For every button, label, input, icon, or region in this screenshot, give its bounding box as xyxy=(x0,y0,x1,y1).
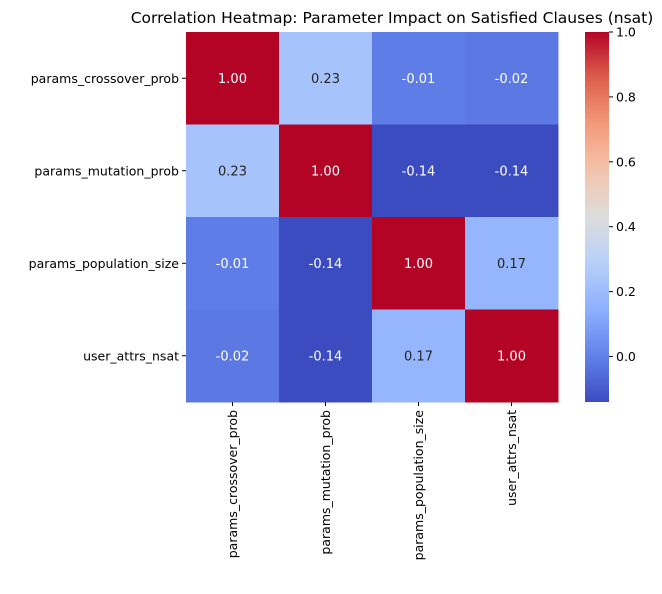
heatmap-cell xyxy=(465,32,559,125)
cell-value-label: -0.01 xyxy=(216,257,250,272)
heatmap-cell xyxy=(186,32,280,125)
colorbar-tick-label: 1.0 xyxy=(616,25,636,40)
cell-value-label: -0.14 xyxy=(402,164,436,179)
cell-value-label: 0.23 xyxy=(218,164,247,179)
cell-value-label: 0.17 xyxy=(497,257,526,272)
cell-value-label: 1.00 xyxy=(404,257,433,272)
x-tick-label: params_mutation_prob xyxy=(318,410,333,555)
y-tick-label: params_population_size xyxy=(29,256,180,271)
heatmap-cell xyxy=(186,309,280,403)
heatmap-cell xyxy=(279,217,373,310)
x-tick-label: user_attrs_nsat xyxy=(504,410,519,506)
cell-value-label: -0.02 xyxy=(495,72,529,87)
colorbar-tick-label: 0.2 xyxy=(616,284,636,299)
heatmap-cell xyxy=(279,124,373,218)
cell-value-label: -0.02 xyxy=(216,349,250,364)
cell-value-label: 1.00 xyxy=(218,72,247,87)
chart-title: Correlation Heatmap: Parameter Impact on… xyxy=(131,9,654,27)
colorbar-tick-label: 0.8 xyxy=(616,89,636,104)
cell-value-label: -0.14 xyxy=(309,349,343,364)
cell-value-label: -0.01 xyxy=(402,72,436,87)
heatmap-cell xyxy=(186,217,280,310)
colorbar-gradient xyxy=(585,32,609,402)
heatmap-cell xyxy=(465,217,559,310)
colorbar-tick-label: 0.4 xyxy=(616,219,636,234)
y-tick-label: params_mutation_prob xyxy=(34,163,179,178)
cell-value-label: -0.14 xyxy=(495,164,529,179)
colorbar-tick-label: 0.6 xyxy=(616,154,636,169)
cell-value-label: 1.00 xyxy=(497,349,526,364)
colorbar: 0.0 0.2 0.4 0.6 0.8 1.0 xyxy=(585,25,636,402)
x-axis: params_crossover_prob params_mutation_pro… xyxy=(225,402,519,560)
heatmap-cells xyxy=(186,32,559,403)
heatmap-cell xyxy=(372,309,466,403)
x-tick-label: params_population_size xyxy=(411,410,426,561)
cell-value-label: 0.17 xyxy=(404,349,433,364)
heatmap-cell xyxy=(465,309,559,403)
heatmap-cell xyxy=(372,124,466,218)
heatmap-cell xyxy=(279,309,373,403)
heatmap-cell-labels: 1.00 0.23 -0.01 -0.02 0.23 1.00 -0.14 -0.14 -0.0… xyxy=(216,72,529,365)
y-axis: params_crossover_prob params_mutation_pro… xyxy=(29,71,186,363)
y-tick-label: user_attrs_nsat xyxy=(83,348,179,363)
colorbar-tick-label: 0.0 xyxy=(616,349,636,364)
heatmap-cell xyxy=(465,124,559,218)
cell-value-label: 0.23 xyxy=(311,72,340,87)
heatmap-cell xyxy=(186,124,280,218)
x-tick-label: params_crossover_prob xyxy=(225,410,240,558)
cell-value-label: -0.14 xyxy=(309,257,343,272)
cell-value-label: 1.00 xyxy=(311,164,340,179)
heatmap-cell xyxy=(279,32,373,125)
heatmap-cell xyxy=(372,32,466,125)
heatmap-cell xyxy=(372,217,466,310)
y-tick-label: params_crossover_prob xyxy=(31,71,179,86)
